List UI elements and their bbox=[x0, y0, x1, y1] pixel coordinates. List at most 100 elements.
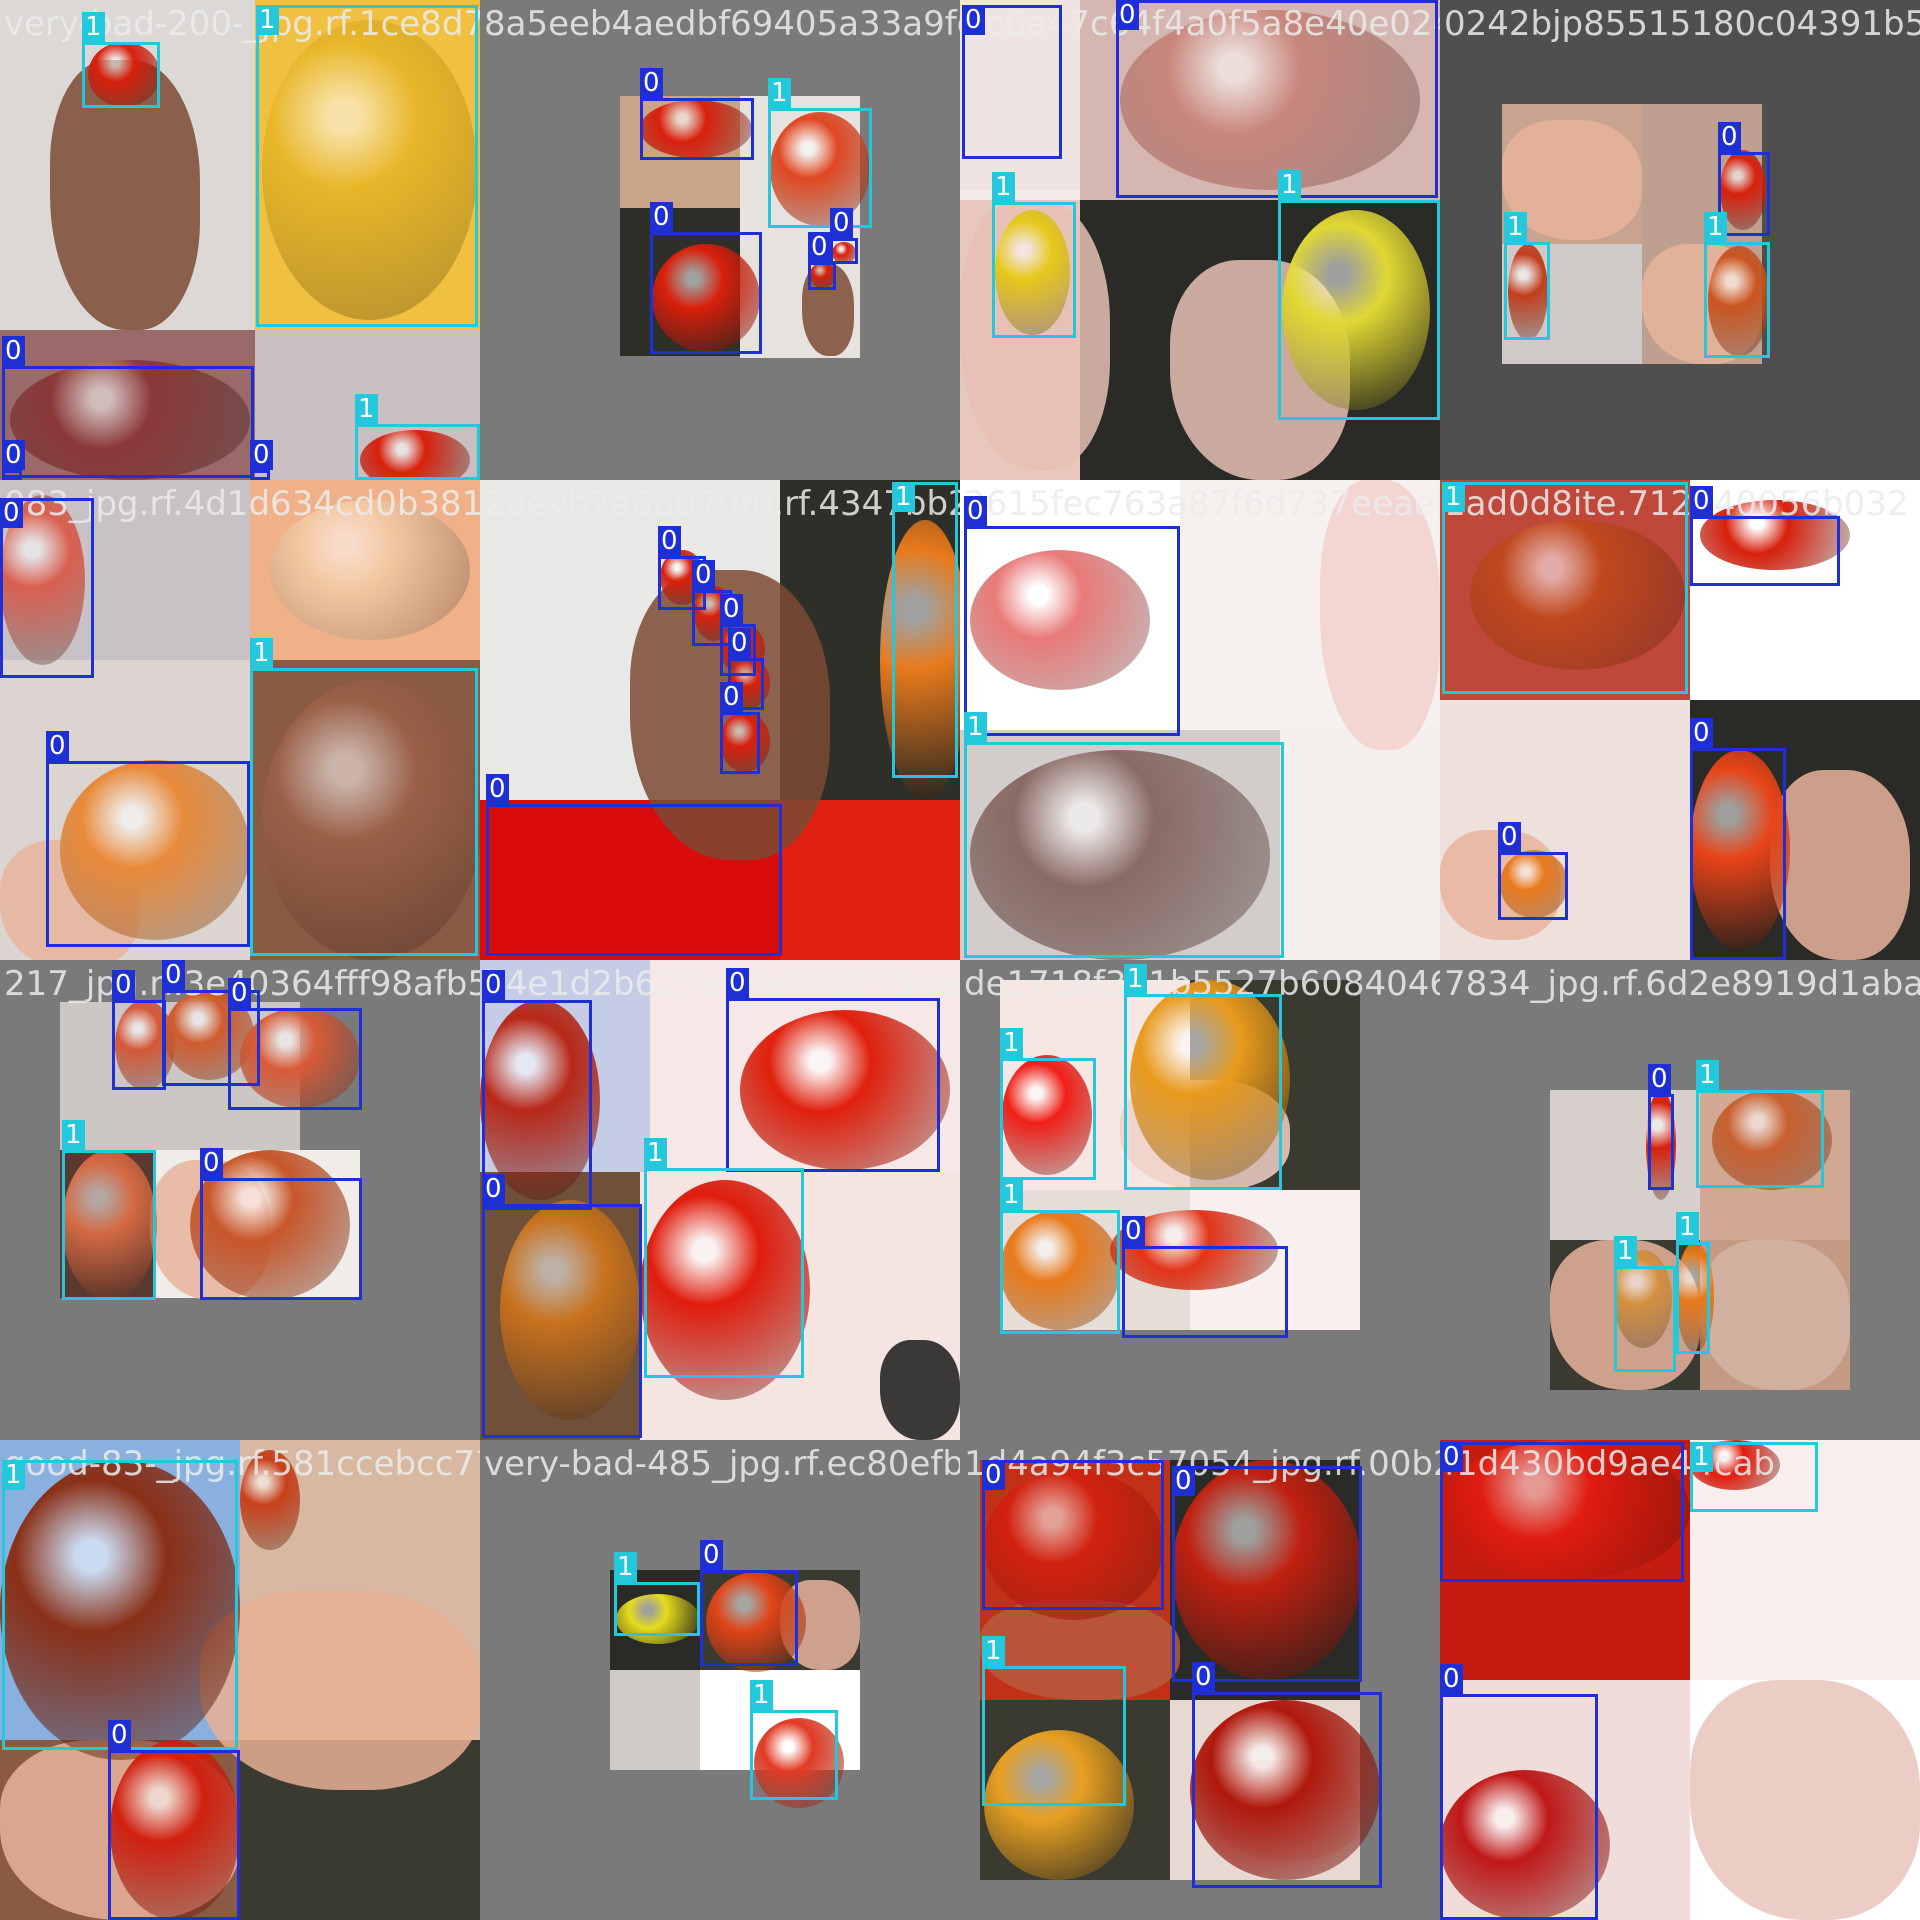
bounding-box bbox=[1440, 1694, 1598, 1920]
class-label: 0 bbox=[46, 731, 69, 761]
tomato-shape bbox=[1470, 520, 1685, 670]
tomato-shape bbox=[832, 242, 856, 264]
class-label: 0 bbox=[1122, 1216, 1145, 1246]
class-label: 0 bbox=[658, 526, 681, 556]
class-label: 1 bbox=[892, 482, 915, 512]
class-label: 0 bbox=[108, 1720, 131, 1750]
bounding-box bbox=[482, 1204, 642, 1438]
class-label: 0 bbox=[726, 968, 749, 998]
class-label: 1 bbox=[82, 12, 105, 42]
tomato-shape bbox=[0, 1460, 240, 1760]
class-label: 0 bbox=[1440, 1664, 1463, 1694]
mosaic-cell: very-bad-485_jpg.rf.ec80efb1a94f3c 1 0 1 bbox=[480, 1440, 960, 1920]
mosaic-cell: very-bad-200-_jpg.rf.1ce8d7865516594edbf… bbox=[0, 0, 480, 480]
tomato-shape bbox=[995, 210, 1070, 335]
tomato-shape bbox=[62, 1150, 157, 1300]
class-label: 1 bbox=[750, 1680, 773, 1710]
bounding-box bbox=[964, 526, 1180, 736]
class-label: 1 bbox=[1442, 482, 1465, 512]
tomato-shape bbox=[1190, 1700, 1380, 1880]
class-label: 1 bbox=[982, 1636, 1005, 1666]
bounding-box bbox=[482, 1000, 592, 1210]
class-label: 1 bbox=[1676, 1212, 1699, 1242]
bounding-box bbox=[1704, 242, 1770, 358]
class-label: 0 bbox=[640, 68, 663, 98]
class-label: 1 bbox=[768, 78, 791, 108]
bounding-box bbox=[1192, 1692, 1382, 1888]
tomato-shape bbox=[1500, 850, 1568, 918]
mosaic-cell: 3c6a47c64f4a0f5a8e40e0242_jpg.rf.3c6a47c… bbox=[960, 0, 1440, 480]
bounding-box bbox=[1000, 1210, 1120, 1334]
bounding-box bbox=[700, 1570, 798, 1666]
bounding-box bbox=[355, 424, 480, 480]
bounding-box bbox=[108, 1750, 240, 1920]
tomato-shape bbox=[740, 1010, 950, 1170]
bounding-box bbox=[1718, 152, 1770, 236]
bounding-box bbox=[1690, 748, 1786, 960]
tomato-shape bbox=[1282, 210, 1430, 410]
bounding-box bbox=[1440, 1442, 1684, 1582]
class-label: 1 bbox=[1614, 1236, 1637, 1266]
bounding-box bbox=[1614, 1266, 1676, 1372]
tomato-shape bbox=[110, 1740, 240, 1920]
class-label: 0 bbox=[486, 774, 509, 804]
class-label: 1 bbox=[1278, 170, 1301, 200]
tomato-shape bbox=[1720, 150, 1766, 230]
mosaic-cell: b4e1d2b629ed9e780273de17180001 bbox=[480, 960, 960, 1440]
bounding-box bbox=[250, 668, 478, 956]
class-label: 1 bbox=[644, 1138, 667, 1168]
tomato-shape bbox=[480, 1000, 600, 1200]
cell-filename: 8a5eeb4aedbf69405a33a9fd04 bbox=[484, 4, 960, 44]
bounding-box bbox=[750, 1710, 838, 1800]
bounding-box bbox=[250, 470, 270, 480]
class-label: 0 bbox=[1690, 718, 1713, 748]
bounding-box bbox=[1648, 1094, 1674, 1190]
mosaic-cell: 7834_jpg.rf.6d2e8919d1abacc 0 1 1 1 bbox=[1440, 960, 1920, 1440]
hand-shape bbox=[200, 1590, 480, 1790]
class-label: 1 bbox=[1696, 1060, 1719, 1090]
class-label: 0 bbox=[482, 970, 505, 1000]
tomato-shape bbox=[240, 1450, 300, 1550]
class-label: 0 bbox=[162, 960, 185, 990]
bounding-box bbox=[2, 366, 254, 478]
hand-shape bbox=[1770, 770, 1910, 960]
bounding-box bbox=[830, 238, 858, 264]
cell-filename: very-bad-485_jpg.rf.ec80efb1a94f3c bbox=[484, 1444, 960, 1484]
class-label: 0 bbox=[228, 978, 251, 1008]
tomato-shape bbox=[984, 1470, 1164, 1620]
tomato-shape bbox=[1440, 1770, 1610, 1920]
tomato-shape bbox=[706, 1572, 806, 1672]
bounding-box bbox=[1690, 1442, 1818, 1512]
mosaic-cell: 083_jpg.rf.4d1d634cd0b3812a03f7a88107040… bbox=[0, 480, 480, 960]
cell-filename: 7834_jpg.rf.6d2e8919d1abacc bbox=[1444, 964, 1920, 1004]
tomato-shape bbox=[810, 262, 836, 288]
class-label: 0 bbox=[0, 498, 23, 528]
class-label: 0 bbox=[830, 208, 853, 238]
bounding-box bbox=[228, 1008, 362, 1110]
bounding-box bbox=[1122, 1246, 1288, 1338]
bounding-box bbox=[162, 990, 260, 1086]
class-label: 1 bbox=[1000, 1028, 1023, 1058]
class-label: 0 bbox=[720, 594, 743, 624]
class-label: 1 bbox=[355, 394, 378, 424]
class-label: 0 bbox=[1116, 0, 1139, 30]
class-label: 1 bbox=[992, 172, 1015, 202]
bounding-box bbox=[1442, 482, 1688, 694]
mosaic-cell: 217_jpg.rf.3e40364fff98afb5b4e1d2b629000… bbox=[0, 960, 480, 1440]
bounding-box bbox=[62, 1150, 156, 1300]
bounding-box bbox=[720, 624, 756, 676]
mosaic-cell: f1d430bd9ae44cab 0 1 0 bbox=[1440, 1440, 1920, 1920]
class-label: 0 bbox=[650, 202, 673, 232]
class-label: 0 bbox=[482, 1174, 505, 1204]
class-label: 0 bbox=[808, 232, 831, 262]
tomato-shape bbox=[1690, 750, 1790, 950]
tomato-shape bbox=[1120, 10, 1420, 190]
class-label: 0 bbox=[112, 970, 135, 1000]
mosaic-cell: 2aeyb7a88070fg.rf.4347bb2611000000 bbox=[480, 480, 960, 960]
bounding-box bbox=[1124, 994, 1282, 1190]
tomato-shape bbox=[10, 360, 250, 480]
tomato-shape bbox=[652, 244, 760, 352]
bounding-box bbox=[1116, 0, 1438, 198]
tomato-shape bbox=[970, 750, 1270, 960]
tomato-shape bbox=[754, 1718, 844, 1808]
